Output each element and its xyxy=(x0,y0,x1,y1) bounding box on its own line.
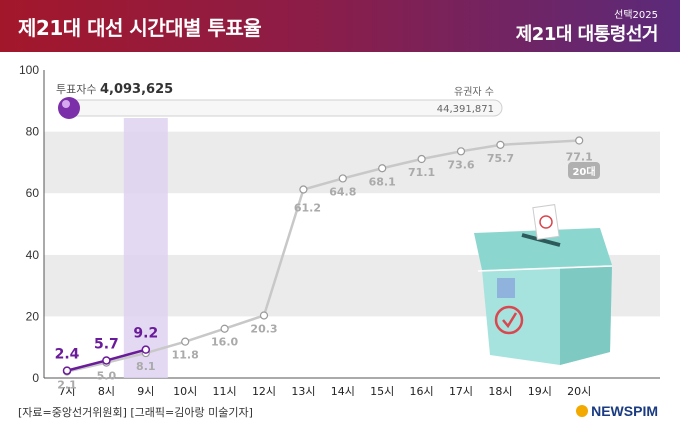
electorate-value: 44,391,871 xyxy=(437,104,494,115)
series-callout-label: 20대 xyxy=(572,165,595,178)
x-tick-label: 16시 xyxy=(410,385,434,398)
page-title: 제21대 대선 시간대별 투표율 xyxy=(18,16,262,40)
ballot-box-label xyxy=(497,278,515,298)
turnout-2025-point xyxy=(141,345,151,354)
x-tick-label: 18시 xyxy=(488,385,512,398)
turnout-2017-value: 20.3 xyxy=(250,322,277,335)
turnout-2017-point xyxy=(378,164,387,173)
voter-count-label: 투표자수 4,093,625 xyxy=(56,82,173,97)
turnout-2017-point xyxy=(456,147,466,156)
turnout-2025-value: 5.7 xyxy=(94,336,119,352)
source-note: [자료=중앙선거위원회] [그래픽=김아랑 미술기자] xyxy=(18,406,253,419)
ballot-box-side xyxy=(560,265,612,365)
turnout-2017-point xyxy=(220,324,229,333)
turnout-2017-value: 68.1 xyxy=(369,175,396,188)
ballot-box-edge xyxy=(477,265,613,272)
newspim-logo: NEWSPIM xyxy=(576,403,658,419)
x-tick-label: 11시 xyxy=(213,385,237,398)
turnout-2017-point xyxy=(181,337,190,346)
turnout-2017-point xyxy=(496,140,505,149)
x-tick-label: 12시 xyxy=(252,385,276,398)
x-tick-label: 17시 xyxy=(449,385,473,398)
ballot-paper-stamp xyxy=(539,215,553,229)
y-tick-label: 20 xyxy=(26,309,40,323)
turnout-2017-value: 61.2 xyxy=(294,202,321,215)
turnout-2017-point xyxy=(338,174,347,183)
header-banner: 제21대 대선 시간대별 투표율 선택2025 제21대 대통령선거 xyxy=(0,0,680,52)
turnout-2017-value: 77.1 xyxy=(566,151,593,164)
ballot-sphere-highlight xyxy=(62,100,70,108)
turnout-2017-value: 11.8 xyxy=(172,349,199,362)
ballot-sphere-icon xyxy=(58,97,80,119)
turnout-2025-point xyxy=(102,356,111,365)
y-tick-label: 0 xyxy=(32,371,39,385)
x-tick-label: 19시 xyxy=(528,385,552,398)
y-tick-label: 40 xyxy=(26,248,40,262)
x-tick-label: 7시 xyxy=(58,385,75,398)
turnout-2017-point xyxy=(299,185,308,194)
turnout-2017-value: 16.0 xyxy=(211,336,238,349)
y-tick-label: 80 xyxy=(26,125,40,139)
turnout-2017-value: 71.1 xyxy=(408,166,435,179)
series-callout-box xyxy=(568,162,600,179)
vote-check-mark xyxy=(502,312,518,329)
turnout-2017-value: 64.8 xyxy=(329,185,356,198)
turnout-2017-point xyxy=(259,311,269,320)
current-hour-highlight xyxy=(123,118,168,378)
edition-label: 선택2025 xyxy=(614,10,658,21)
y-tick-label: 60 xyxy=(26,186,40,200)
x-tick-label: 9시 xyxy=(137,385,154,398)
ballot-slot xyxy=(521,233,561,247)
logo-icon xyxy=(576,405,589,417)
x-tick-label: 13시 xyxy=(291,385,315,398)
x-tick-label: 14시 xyxy=(331,385,355,398)
y-tick-label: 100 xyxy=(19,63,39,77)
turnout-2017-value: 2.1 xyxy=(57,379,77,392)
electorate-label: 유권자 수 xyxy=(454,86,494,98)
election-brand: 제21대 대통령선거 xyxy=(515,24,659,45)
x-tick-label: 15시 xyxy=(370,385,394,398)
logo-text: NEWSPIM xyxy=(591,403,658,419)
turnout-2017-value: 73.6 xyxy=(447,158,474,171)
turnout-2017-point xyxy=(417,154,426,164)
x-tick-label: 8시 xyxy=(98,385,115,398)
x-tick-label: 20시 xyxy=(567,385,591,398)
ballot-box-top xyxy=(474,228,612,270)
turnout-2017-value: 75.7 xyxy=(487,152,514,165)
turnout-chart: 0 20 40 60 80 100 7시 8시 9시 10시 11시 12시 13시 14시 15시 16시 1… xyxy=(19,63,660,398)
vote-stamp-icon xyxy=(494,305,524,335)
turnout-2017-value: 8.1 xyxy=(136,360,156,373)
turnout-2025-value: 9.2 xyxy=(133,326,158,342)
turnout-2017-value: 5.0 xyxy=(97,370,117,383)
turnout-2025-value: 2.4 xyxy=(55,347,80,363)
ballot-paper xyxy=(532,204,560,240)
turnout-2017-point xyxy=(575,136,584,145)
turnout-2025-point xyxy=(62,366,72,375)
x-tick-label: 10시 xyxy=(173,385,197,398)
